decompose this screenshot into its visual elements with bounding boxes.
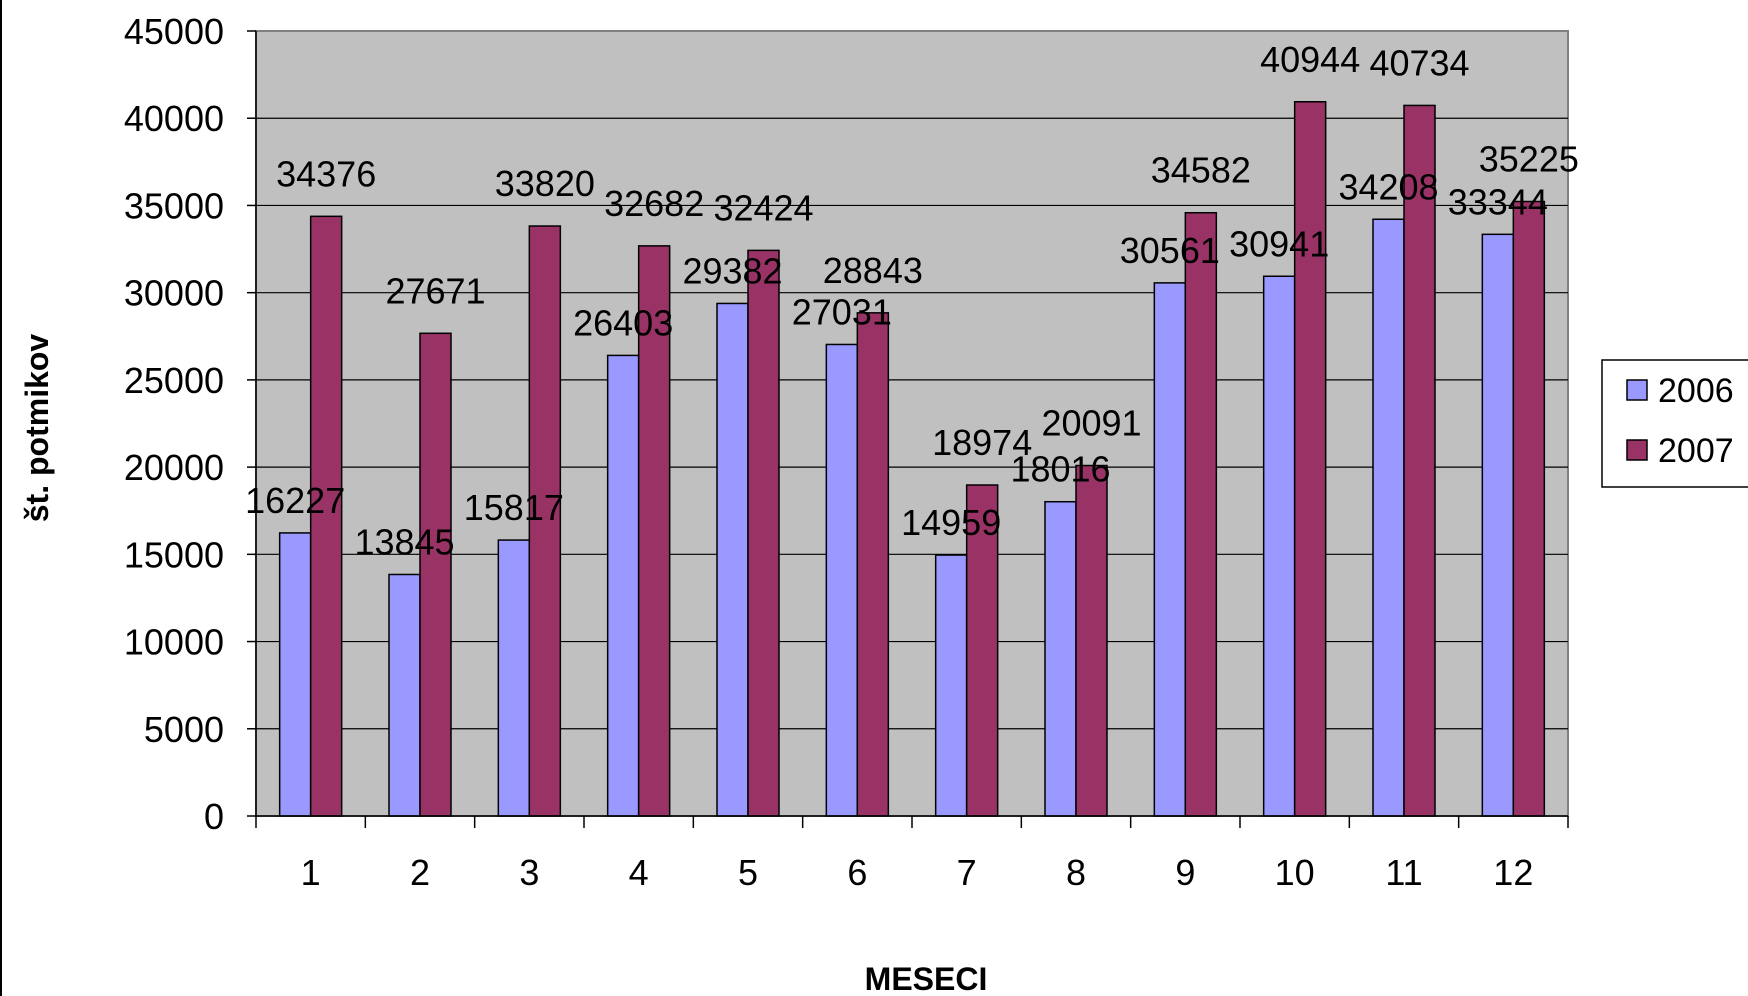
plot-area [255,30,1569,817]
x-tick-label: 7 [957,852,977,893]
bar-2006 [934,554,968,817]
bar-2007 [309,215,343,817]
y-tick-label: 20000 [124,447,224,488]
y-tick-label: 15000 [124,534,224,575]
bar-2006 [1372,218,1405,817]
data-label-2006: 30941 [1229,223,1329,264]
x-tick-label: 5 [738,852,758,893]
y-tick-label: 30000 [124,273,224,314]
legend-swatch [1626,379,1648,401]
bar-2006 [1481,233,1515,817]
data-label-2007: 40944 [1260,39,1360,80]
axes [247,30,1569,828]
data-label-2007: 35225 [1479,139,1579,180]
legend-label: 2007 [1658,432,1734,470]
y-tick-label: 35000 [124,185,224,226]
bar-2006 [1262,275,1296,817]
y-tick-labels: 0 5000 10000 15000 20000 25000 30000 35000 40000… [124,11,224,837]
legend-swatch [1626,439,1648,461]
bar-2006 [1044,500,1077,817]
data-label-2006: 33344 [1448,181,1548,222]
y-tick-label: 25000 [124,360,224,401]
bar-2007 [1512,200,1546,817]
x-tick-labels: 1 2 3 4 5 6 7 8 9 10 11 12 [301,852,1534,893]
bars [278,101,1546,817]
x-tick-label: 9 [1175,852,1195,893]
data-label-2006: 14959 [901,502,1001,543]
legend: 2006 2007 [1601,359,1748,488]
data-label-2007: 32424 [713,187,813,228]
bar-2007 [637,245,671,817]
x-tick-label: 6 [847,852,867,893]
data-label-2006: 18016 [1010,449,1110,490]
bar-2007 [856,312,890,817]
frame-border [0,0,2,996]
bar-2007 [747,249,780,817]
bar-2007 [1184,211,1218,817]
data-label-2006: 29382 [682,250,782,291]
y-tick-label: 10000 [124,622,224,663]
data-label-2007: 34376 [276,153,376,194]
data-labels: 16227 34376 13845 27671 15817 33820 26403 32682… [245,39,1579,563]
y-tick-label: 5000 [144,709,224,750]
x-axis-title: MESECI [865,961,988,996]
data-label-2007: 20091 [1041,403,1141,444]
x-tick-label: 10 [1275,852,1315,893]
data-label-2006: 34208 [1338,166,1438,207]
x-tick-label: 3 [519,852,539,893]
data-label-2007: 40734 [1369,42,1469,83]
bar-2006 [1153,282,1187,817]
data-label-2007: 18974 [932,422,1032,463]
bar-2006 [606,354,640,817]
data-label-2007: 34582 [1151,150,1251,191]
data-label-2007: 33820 [495,163,595,204]
data-label-2006: 26403 [573,302,673,343]
bar-2006 [716,302,749,817]
bar-2006 [825,343,859,817]
bar-2007 [1293,101,1327,817]
gridlines [256,117,1568,730]
data-label-2007: 28843 [823,250,923,291]
data-label-2006: 15817 [464,487,564,528]
y-axis-title: št. potmikov [19,334,55,523]
bar-2006 [278,532,312,817]
bar-2007 [1403,104,1436,817]
legend-label: 2006 [1658,372,1734,410]
bar-2007 [528,225,562,817]
data-label-2007: 32682 [604,183,704,224]
y-tick-label: 0 [204,796,224,837]
bar-2006 [497,539,531,817]
x-tick-label: 1 [301,852,321,893]
x-tick-label: 8 [1066,852,1086,893]
data-label-2006: 27031 [792,291,892,332]
data-label-2006: 30561 [1120,230,1220,271]
bar-2007 [965,484,999,817]
data-label-2007: 27671 [385,270,485,311]
data-label-2006: 13845 [354,521,454,562]
bar-2006 [388,573,421,817]
x-tick-label: 12 [1493,852,1533,893]
y-tick-label: 40000 [124,98,224,139]
x-tick-label: 2 [410,852,430,893]
bar-2007 [1075,464,1108,817]
x-tick-label: 4 [629,852,649,893]
x-tick-label: 11 [1385,852,1422,893]
data-label-2006: 16227 [245,480,345,521]
y-tick-label: 45000 [124,11,224,52]
bar-2007 [419,332,452,817]
